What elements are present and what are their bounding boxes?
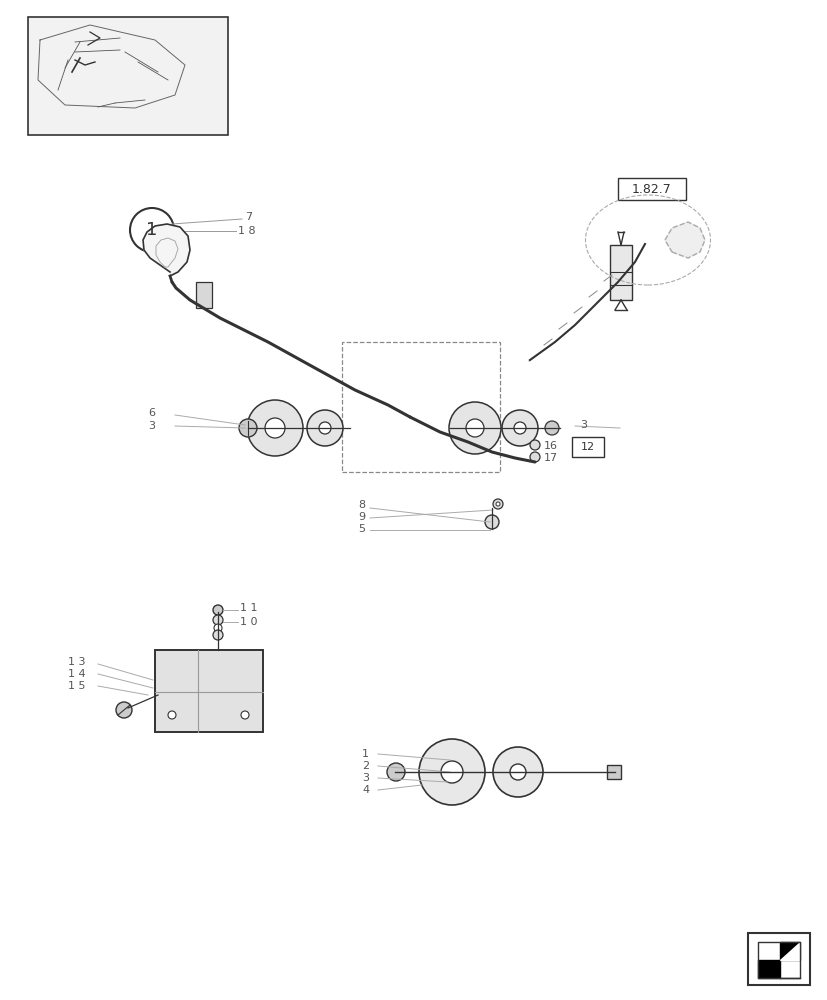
Polygon shape — [779, 942, 799, 960]
Circle shape — [307, 410, 342, 446]
Circle shape — [492, 499, 502, 509]
Text: 1 1: 1 1 — [240, 603, 257, 613]
Bar — [342, 342, 500, 472]
Bar — [606, 765, 620, 779]
Circle shape — [418, 739, 485, 805]
Circle shape — [441, 761, 462, 783]
Bar — [617, 178, 686, 200]
Bar — [196, 282, 212, 308]
Text: 1 0: 1 0 — [240, 617, 257, 627]
Text: 1 5: 1 5 — [68, 681, 85, 691]
Circle shape — [246, 400, 303, 456]
Text: 8: 8 — [357, 500, 365, 510]
Circle shape — [239, 419, 256, 437]
Bar — [747, 933, 809, 985]
Text: 3: 3 — [361, 773, 369, 783]
Text: 2: 2 — [361, 761, 369, 771]
Text: 9: 9 — [357, 512, 365, 522]
Text: 3: 3 — [579, 420, 586, 430]
Text: 7: 7 — [245, 212, 251, 222]
Text: 6: 6 — [148, 408, 155, 418]
Text: 1 3: 1 3 — [68, 657, 85, 667]
Circle shape — [265, 418, 284, 438]
Circle shape — [485, 515, 499, 529]
Text: 1: 1 — [361, 749, 369, 759]
Circle shape — [495, 502, 500, 506]
Bar — [609, 245, 631, 300]
Bar — [155, 650, 263, 732]
Circle shape — [448, 402, 500, 454]
Circle shape — [241, 711, 249, 719]
Circle shape — [501, 410, 538, 446]
Text: 17: 17 — [543, 453, 557, 463]
Circle shape — [466, 419, 484, 437]
Text: 16: 16 — [543, 441, 557, 451]
Circle shape — [514, 422, 525, 434]
Text: 1 4: 1 4 — [68, 669, 85, 679]
Polygon shape — [757, 942, 799, 978]
Circle shape — [116, 702, 131, 718]
Circle shape — [529, 440, 539, 450]
Bar — [28, 17, 227, 135]
Text: 5: 5 — [357, 524, 365, 534]
Text: 4: 4 — [361, 785, 369, 795]
Bar — [571, 437, 603, 457]
Circle shape — [318, 422, 331, 434]
Circle shape — [213, 630, 222, 640]
Circle shape — [213, 624, 222, 632]
Circle shape — [509, 764, 525, 780]
Text: 3: 3 — [148, 421, 155, 431]
Polygon shape — [143, 224, 189, 276]
Text: 1.82.7: 1.82.7 — [631, 183, 671, 196]
Circle shape — [529, 452, 539, 462]
Circle shape — [213, 615, 222, 625]
Circle shape — [386, 763, 404, 781]
Text: 1: 1 — [146, 221, 157, 239]
Circle shape — [168, 711, 176, 719]
Text: 1 8: 1 8 — [237, 226, 256, 236]
Text: 12: 12 — [581, 442, 595, 452]
Circle shape — [213, 605, 222, 615]
Circle shape — [544, 421, 558, 435]
Circle shape — [130, 208, 174, 252]
Circle shape — [492, 747, 543, 797]
Polygon shape — [664, 222, 704, 258]
